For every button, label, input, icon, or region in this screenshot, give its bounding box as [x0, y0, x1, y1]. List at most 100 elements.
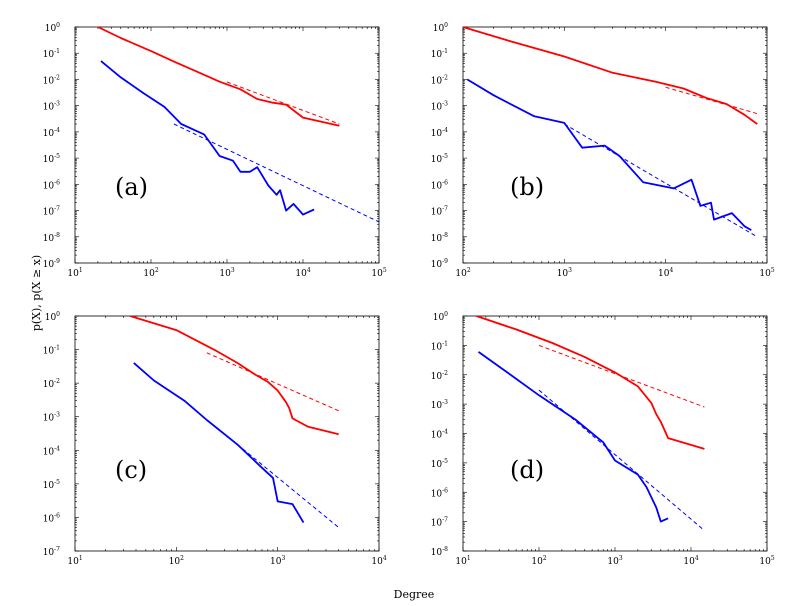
x-tick-label: 102 [455, 267, 470, 279]
x-tick-exponent: 1 [79, 267, 83, 274]
y-tick-exponent: 0 [444, 22, 448, 29]
y-tick-exponent: 0 [56, 22, 60, 29]
y-tick-exponent: -4 [442, 429, 448, 436]
y-tick-label: 10-6 [43, 179, 60, 191]
pdf-fit-line [564, 123, 758, 238]
y-tick-label: 10-3 [43, 412, 60, 424]
chart-panel-d: 101 102 103 104 10510010-110-210-310-410-510… [431, 311, 775, 567]
y-tick-label: 10-9 [43, 258, 60, 270]
y-tick-label: 10-4 [431, 127, 448, 139]
series-group [129, 316, 340, 528]
y-tick-exponent: -8 [442, 546, 448, 553]
series-group [463, 27, 758, 238]
y-tick-label: 10-1 [43, 48, 60, 60]
y-axis-title: p(X), p(X ≥ x) [30, 255, 43, 331]
x-tick-exponent: 5 [383, 267, 387, 274]
y-tick-label: 10-6 [431, 487, 448, 499]
ccdf-fit-line [206, 352, 339, 412]
y-tick-exponent: -4 [442, 127, 448, 134]
y-tick-exponent: -2 [54, 74, 60, 81]
chart-panel-a: 101 102 103 104 10510010-110-210-310-410-510… [43, 22, 387, 279]
y-tick-exponent: -3 [442, 399, 448, 406]
x-tick-exponent: 3 [619, 555, 623, 562]
x-tick-label: 102 [143, 267, 158, 279]
series-group [97, 27, 379, 223]
y-tick-label: 10-7 [431, 206, 448, 218]
y-tick-label: 10-5 [431, 153, 448, 165]
plot-frame [74, 26, 380, 264]
y-tick-exponent: -7 [442, 517, 448, 524]
panel-label: (c) [115, 456, 147, 484]
y-tick-exponent: -5 [54, 479, 60, 486]
x-tick-exponent: 3 [281, 555, 285, 562]
y-tick-exponent: -5 [442, 153, 448, 160]
y-tick-exponent: -5 [54, 153, 60, 160]
x-tick-label: 103 [607, 555, 622, 567]
y-tick-exponent: -2 [442, 74, 448, 81]
y-tick-exponent: 0 [444, 311, 448, 318]
y-tick-label: 10-4 [43, 127, 60, 139]
x-tick-label: 102 [531, 555, 546, 567]
x-tick-label: 105 [759, 267, 774, 279]
y-tick-label: 10-7 [43, 206, 60, 218]
y-tick-label: 10-3 [431, 399, 448, 411]
x-tick-label: 102 [169, 555, 184, 567]
x-tick-label: 103 [219, 267, 234, 279]
x-tick-exponent: 2 [155, 267, 159, 274]
pdf-fit-line [236, 444, 340, 528]
x-tick-label: 104 [295, 267, 310, 279]
y-tick-exponent: -9 [442, 258, 448, 265]
y-tick-label: 100 [433, 311, 448, 323]
y-tick-label: 10-5 [431, 458, 448, 470]
x-tick-exponent: 2 [180, 555, 184, 562]
y-tick-label: 10-2 [431, 370, 448, 382]
x-tick-exponent: 5 [771, 555, 775, 562]
y-tick-exponent: -3 [54, 412, 60, 419]
y-tick-exponent: -6 [442, 487, 448, 494]
x-tick-exponent: 4 [669, 267, 673, 274]
y-tick-exponent: -2 [442, 370, 448, 377]
y-tick-exponent: -7 [54, 546, 60, 553]
x-tick-exponent: 2 [543, 555, 547, 562]
ccdf-line [476, 316, 705, 450]
x-tick-exponent: 4 [383, 555, 387, 562]
y-tick-label: 10-3 [43, 101, 60, 113]
x-tick-label: 105 [759, 555, 774, 567]
y-tick-label: 10-2 [431, 74, 448, 86]
panel-label: (a) [115, 173, 148, 201]
ccdf-fit-line [538, 344, 705, 408]
plot-frame [462, 26, 768, 264]
y-tick-label: 10-5 [43, 153, 60, 165]
ccdf-fit-line [665, 86, 758, 115]
chart-panel-b: 102 103 104 105 100 10-1 10-2 10-3 10-4 10-5 10-6 1… [431, 22, 775, 279]
y-tick-exponent: -1 [54, 345, 60, 352]
ccdf-fit-line [226, 81, 340, 125]
y-tick-exponent: -8 [442, 232, 448, 239]
y-tick-exponent: -6 [54, 179, 60, 186]
x-tick-exponent: 5 [771, 267, 775, 274]
y-tick-label: 10-7 [431, 517, 448, 529]
x-tick-exponent: 4 [307, 267, 311, 274]
y-tick-exponent: -6 [442, 179, 448, 186]
y-tick-label: 10-1 [43, 345, 60, 357]
y-tick-exponent: -1 [54, 48, 60, 55]
x-tick-exponent: 3 [231, 267, 235, 274]
y-tick-exponent: -4 [54, 445, 60, 452]
y-tick-label: 10-7 [43, 546, 60, 558]
panel-label: (d) [510, 456, 544, 484]
y-tick-label: 10-8 [431, 546, 448, 558]
y-tick-label: 100 [45, 22, 60, 34]
x-tick-exponent: 2 [467, 267, 471, 274]
y-tick-label: 10-8 [431, 232, 448, 244]
y-tick-exponent: -9 [54, 258, 60, 265]
y-tick-exponent: -1 [442, 340, 448, 347]
x-axis-title: Degree [394, 588, 435, 601]
x-tick-label: 101 [67, 555, 82, 567]
pdf-line [477, 351, 669, 523]
y-tick-label: 10-1 [431, 48, 448, 60]
y-tick-exponent: -3 [54, 101, 60, 108]
x-tick-label: 103 [557, 267, 572, 279]
plot-frame [462, 315, 768, 552]
y-tick-label: 100 [433, 22, 448, 34]
